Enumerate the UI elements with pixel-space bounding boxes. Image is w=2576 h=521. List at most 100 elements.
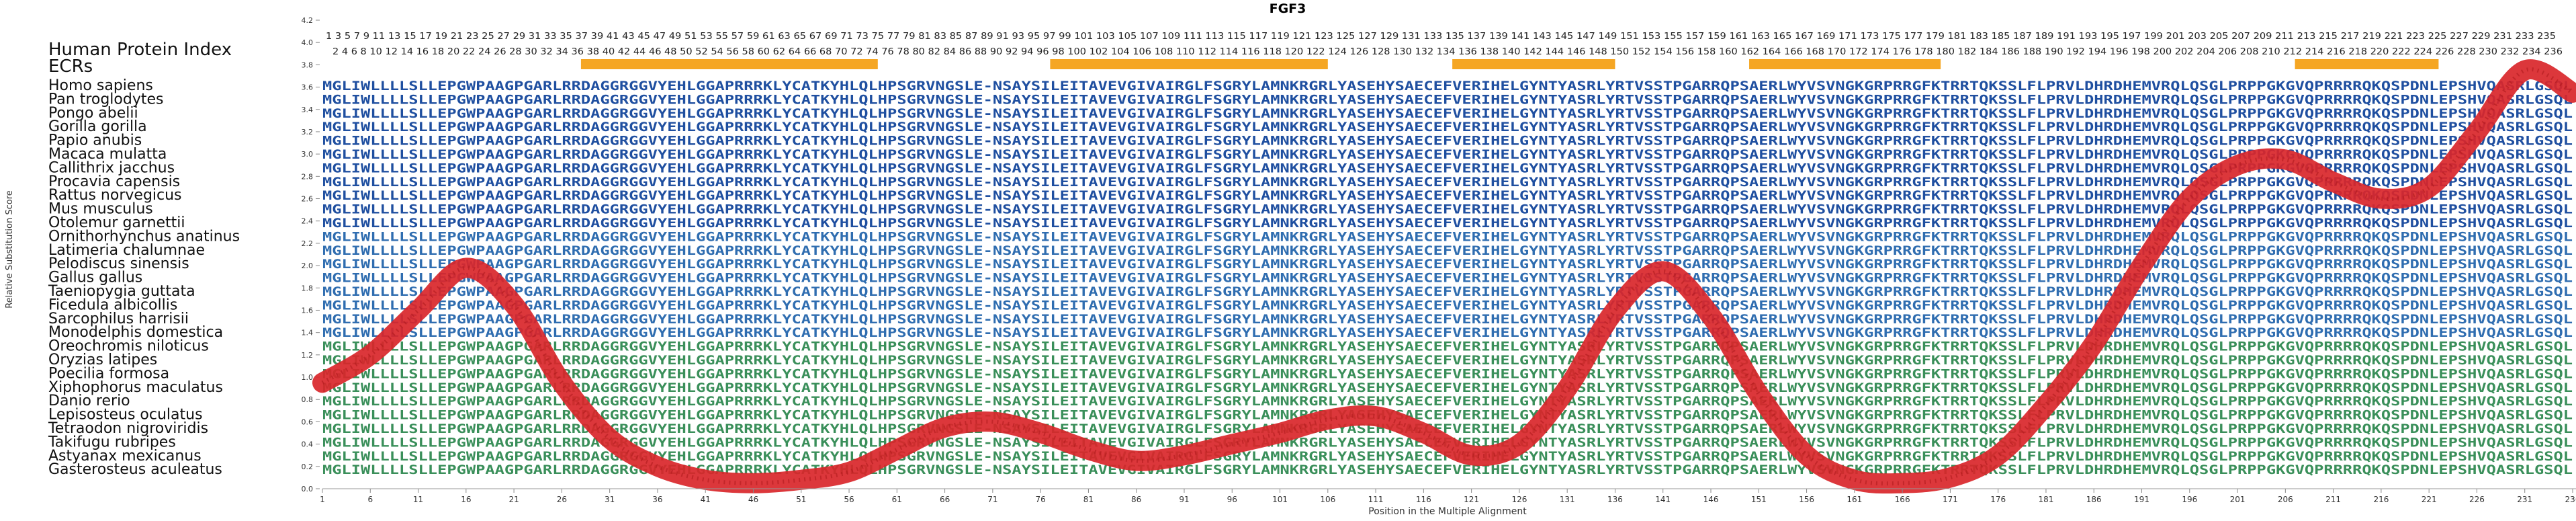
y-tick-label: 1.8 [302, 284, 314, 292]
ecr-bars [580, 59, 2439, 69]
sequence-row: MGLIWLLLLSLLEPGWPAAGPGARLRRDAGGRGGVYEHLG… [322, 175, 2573, 190]
x-tick-label: 81 [1083, 495, 1094, 504]
species-label: Ornithorhynchus anatinus [48, 228, 240, 245]
species-label: Pelodiscus sinensis [48, 255, 189, 272]
x-tick-label: 131 [1560, 495, 1575, 504]
species-label: Poecilia formosa [48, 365, 169, 382]
y-tick-label: 3.6 [302, 83, 314, 92]
species-label: Papio anubis [48, 132, 142, 149]
species-label: Tetraodon nigroviridis [48, 420, 208, 437]
chart-title: FGF3 [1270, 1, 1306, 16]
sequence-row: MGLIWLLLLSLLEPGWPAAGPGARLRRDAGGRGGVYEHLG… [322, 120, 2573, 134]
x-tick-label: 156 [1799, 495, 1814, 504]
sequence-row: MGLIWLLLLSLLEPGWPAAGPGARLRRDAGGRGGVYEHLG… [322, 257, 2573, 272]
x-tick-label: 6 [367, 495, 373, 504]
species-label: Mus musculus [48, 201, 153, 218]
species-label: Oryzias latipes [48, 352, 157, 368]
y-tick-label: 2.4 [302, 217, 314, 226]
species-label: Danio rerio [48, 393, 130, 409]
x-tick-label: 111 [1368, 495, 1384, 504]
y-tick-label: 0.8 [302, 395, 314, 404]
protein-index-row-1: 1 3 5 7 9 11 13 15 17 19 21 23 25 27 29 … [326, 32, 2556, 42]
species-label: Latimeria chalumnae [48, 242, 205, 259]
sequence-row: MGLIWLLLLSLLEPGWPAAGPGARLRRDAGGRGGVYEHLG… [322, 229, 2573, 244]
y-tick-label: 3.8 [302, 61, 314, 69]
x-tick-label: 96 [1227, 495, 1237, 504]
sequence-row: MGLIWLLLLSLLEPGWPAAGPGARLRRDAGGRGGVYEHLG… [322, 216, 2573, 231]
species-label: Taeniopygia guttata [48, 283, 195, 300]
x-tick-label: 66 [940, 495, 950, 504]
x-tick-label: 121 [1464, 495, 1479, 504]
sequence-row: MGLIWLLLLSLLEPGWPAAGPGARLRRDAGGRGGVYEHLG… [322, 284, 2573, 299]
x-tick-label: 126 [1511, 495, 1527, 504]
substitution-curve [312, 59, 2576, 494]
y-tick-label: 3.2 [302, 128, 314, 136]
x-tick-label: 146 [1703, 495, 1719, 504]
sequence-row: MGLIWLLLLSLLEPGWPAAGPGARLRRDAGGRGGVYEHLG… [322, 380, 2573, 395]
ecr-region-bar [2295, 59, 2439, 69]
species-label: Callithrix jacchus [48, 159, 175, 176]
species-label: Pongo abelii [48, 105, 138, 122]
y-tick-label: 2.0 [302, 262, 314, 270]
x-tick-label: 76 [1036, 495, 1046, 504]
species-label: Ficedula albicollis [48, 296, 177, 313]
x-tick-label: 211 [2325, 495, 2341, 504]
y-tick-label: 4.2 [302, 16, 314, 25]
species-label: Takifugu rubripes [48, 434, 176, 450]
x-tick-label: 216 [2373, 495, 2389, 504]
x-tick-label: 26 [557, 495, 567, 504]
x-tick-label: 21 [508, 495, 519, 504]
y-tick-label: 0.6 [302, 417, 314, 426]
x-tick-label: 181 [2039, 495, 2054, 504]
protein-index-row-2: 2 4 6 8 10 12 14 16 18 20 22 24 26 28 30… [332, 47, 2563, 57]
x-tick-label: 196 [2182, 495, 2197, 504]
sequence-row: MGLIWLLLLSLLEPGWPAAGPGARLRRDAGGRGGVYEHLG… [322, 408, 2573, 423]
sequence-row: MGLIWLLLLSLLEPGWPAAGPGARLRRDAGGRGGVYEHLG… [322, 79, 2573, 93]
x-tick-label: 171 [1943, 495, 1958, 504]
species-label: Gorilla gorilla [48, 118, 147, 135]
x-tick-label: 61 [892, 495, 902, 504]
species-label: Procavia capensis [48, 173, 180, 190]
x-tick-label: 41 [701, 495, 711, 504]
species-label: Gasterosteus aculeatus [48, 461, 222, 478]
species-label: Pan troglodytes [48, 91, 164, 108]
sequence-row: MGLIWLLLLSLLEPGWPAAGPGARLRRDAGGRGGVYEHLG… [322, 366, 2573, 381]
x-tick-label: 151 [1751, 495, 1767, 504]
sequence-row: MGLIWLLLLSLLEPGWPAAGPGARLRRDAGGRGGVYEHLG… [322, 92, 2573, 107]
x-tick-label: 101 [1272, 495, 1288, 504]
sequence-row: MGLIWLLLLSLLEPGWPAAGPGARLRRDAGGRGGVYEHLG… [322, 353, 2573, 368]
y-tick-label: 1.4 [302, 329, 314, 337]
species-label: Sarcophilus harrisii [48, 311, 189, 327]
x-tick-label: 86 [1131, 495, 1141, 504]
x-tick-label: 36 [652, 495, 662, 504]
species-label: Macaca mulatta [48, 146, 167, 163]
y-axis-label: Relative Substitution Score [5, 190, 15, 309]
ecrs-label: ECRs [48, 56, 93, 77]
species-label: Xiphophorus maculatus [48, 379, 223, 396]
x-axis-ticks: 1 6 11 16 21 26 31 36 41 46 51 56 61 66 71 76 81 86 91 96 10… [320, 489, 2576, 504]
x-tick-label: 11 [413, 495, 423, 504]
x-tick-label: 176 [1990, 495, 2006, 504]
header-labels: Human Protein Index ECRs [48, 40, 232, 77]
substitution-score-line [312, 59, 2576, 494]
ecr-region-bar [1452, 59, 1615, 69]
ecr-region-bar [580, 59, 878, 69]
sequence-row: MGLIWLLLLSLLEPGWPAAGPGARLRRDAGGRGGVYEHLG… [322, 325, 2573, 340]
y-tick-label: 1.0 [302, 373, 314, 382]
sequence-row: MGLIWLLLLSLLEPGWPAAGPGARLRRDAGGRGGVYEHLG… [322, 298, 2573, 313]
y-tick-label: 0.4 [302, 440, 314, 449]
x-tick-label: 201 [2230, 495, 2246, 504]
x-tick-label: 236 [2565, 495, 2576, 504]
sequence-row: MGLIWLLLLSLLEPGWPAAGPGARLRRDAGGRGGVYEHLG… [322, 394, 2573, 409]
y-tick-label: 3.0 [302, 150, 314, 159]
sequence-row: MGLIWLLLLSLLEPGWPAAGPGARLRRDAGGRGGVYEHLG… [322, 422, 2573, 436]
sequence-row: MGLIWLLLLSLLEPGWPAAGPGARLRRDAGGRGGVYEHLG… [322, 243, 2573, 258]
x-tick-label: 191 [2134, 495, 2149, 504]
species-label: Monodelphis domestica [48, 324, 223, 341]
sequence-row: MGLIWLLLLSLLEPGWPAAGPGARLRRDAGGRGGVYEHLG… [322, 202, 2573, 217]
x-tick-label: 141 [1655, 495, 1671, 504]
species-label: Oreochromis niloticus [48, 338, 209, 355]
x-axis-label: Position in the Multiple Alignment [1368, 506, 1527, 517]
x-tick-label: 231 [2517, 495, 2532, 504]
